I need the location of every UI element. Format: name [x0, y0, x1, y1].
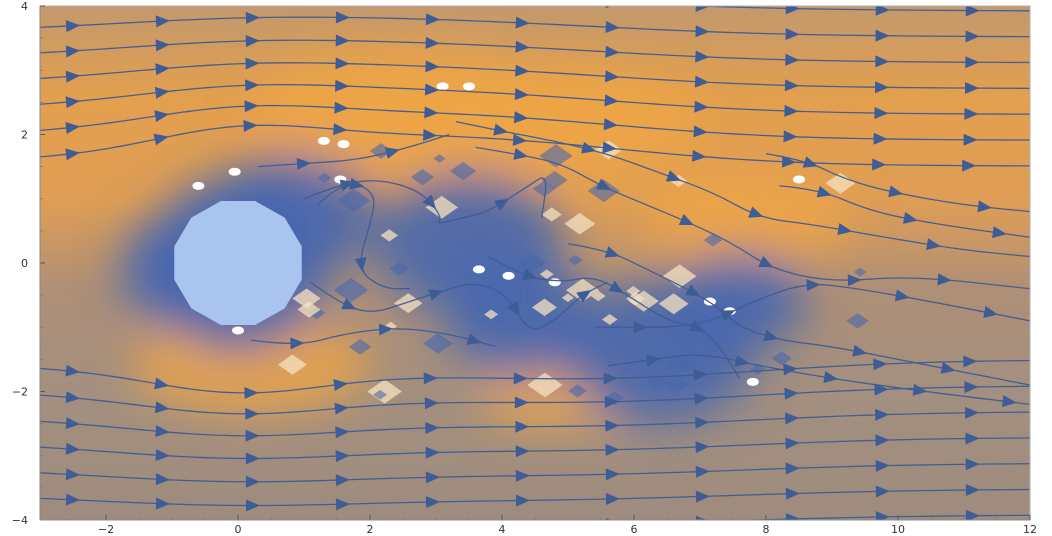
mesh-hole-14: [232, 326, 244, 334]
cylinder-obstacle: [174, 201, 302, 325]
stream-arrow: [516, 519, 530, 531]
x-tick-label: 10: [891, 523, 905, 536]
mesh-hole-2: [318, 137, 330, 145]
wake-region-4: [673, 253, 806, 351]
x-tick-label: 12: [1023, 523, 1037, 536]
stream-arrow: [426, 0, 440, 1]
x-tick-label: 0: [235, 523, 242, 536]
y-tick-label: −4: [12, 514, 28, 527]
stream-arrow: [156, 0, 170, 3]
mesh-hole-9: [549, 278, 561, 286]
mesh-hole-7: [473, 265, 485, 273]
y-tick-label: 0: [21, 257, 28, 270]
stream-arrow: [426, 521, 440, 533]
mesh-hole-8: [503, 272, 515, 280]
x-tick-label: −2: [98, 523, 114, 536]
mesh-hole-0: [192, 182, 204, 190]
y-tick-label: 4: [21, 0, 28, 13]
stream-arrow: [156, 522, 170, 534]
mesh-hole-1: [229, 168, 241, 176]
stream-arrow: [246, 524, 260, 536]
mesh-hole-12: [793, 175, 805, 183]
mesh-hole-3: [338, 140, 350, 148]
x-tick-label: 8: [763, 523, 770, 536]
y-tick-label: −2: [12, 386, 28, 399]
x-tick-label: 2: [367, 523, 374, 536]
y-tick-label: 2: [21, 129, 28, 142]
mesh-hole-13: [747, 378, 759, 386]
stream-arrow: [336, 523, 350, 535]
obstacle-polygon: [174, 201, 302, 325]
mesh-hole-6: [437, 82, 449, 90]
mesh-hole-5: [463, 82, 475, 90]
stream-arrow: [66, 519, 80, 531]
x-tick-label: 6: [631, 523, 638, 536]
stream-arrow: [516, 0, 530, 4]
x-tick-label: 4: [499, 523, 506, 536]
